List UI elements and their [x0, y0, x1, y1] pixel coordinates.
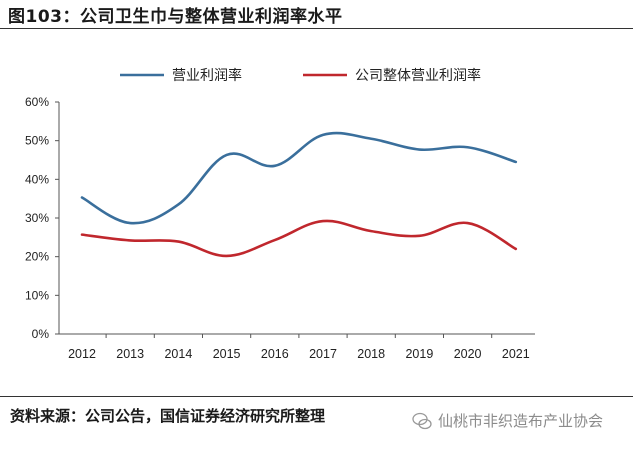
x-tick-label: 2013: [116, 347, 144, 361]
y-tick-label: 60%: [25, 95, 49, 109]
x-tick-label: 2018: [357, 347, 385, 361]
top-divider: [0, 28, 633, 29]
x-tick-label: 2021: [502, 347, 530, 361]
x-tick-label: 2019: [405, 347, 433, 361]
source-note: 资料来源：公司公告，国信证券经济研究所整理: [10, 407, 326, 425]
x-tick-label: 2012: [68, 347, 96, 361]
watermark-text: 仙桃市非织造布产业协会: [438, 412, 604, 430]
x-tick-label: 2016: [261, 347, 289, 361]
x-tick-label: 2017: [309, 347, 337, 361]
x-tick-label: 2020: [454, 347, 482, 361]
legend: 营业利润率 公司整体营业利润率: [120, 67, 481, 84]
y-tick-label: 50%: [25, 134, 49, 148]
axes: 0% 10% 20% 30% 40% 50% 60% 2012 2013 2014 2015 2016…: [25, 95, 535, 361]
y-tick-label: 20%: [25, 250, 49, 264]
y-tick-label: 10%: [25, 288, 49, 302]
y-tick-label: 40%: [25, 172, 49, 186]
series-line-1: [80, 131, 518, 225]
legend-label-1: 营业利润率: [172, 67, 242, 84]
bottom-divider: [0, 396, 633, 397]
x-tick-label: 2014: [164, 347, 192, 361]
line-chart: 0% 10% 20% 30% 40% 50% 60% 2012 2013 2014 2015 2016…: [25, 67, 535, 361]
watermark: 仙桃市非织造布产业协会: [412, 410, 603, 431]
series-lines: [80, 131, 518, 258]
x-tick-label: 2015: [213, 347, 241, 361]
y-tick-label: 0%: [32, 327, 50, 341]
legend-label-2: 公司整体营业利润率: [355, 67, 481, 84]
chart-title: 图103：公司卫生巾与整体营业利润率水平: [8, 7, 343, 27]
wechat-icon: [412, 412, 432, 429]
series-line-2: [80, 219, 518, 258]
y-tick-label: 30%: [25, 211, 49, 225]
